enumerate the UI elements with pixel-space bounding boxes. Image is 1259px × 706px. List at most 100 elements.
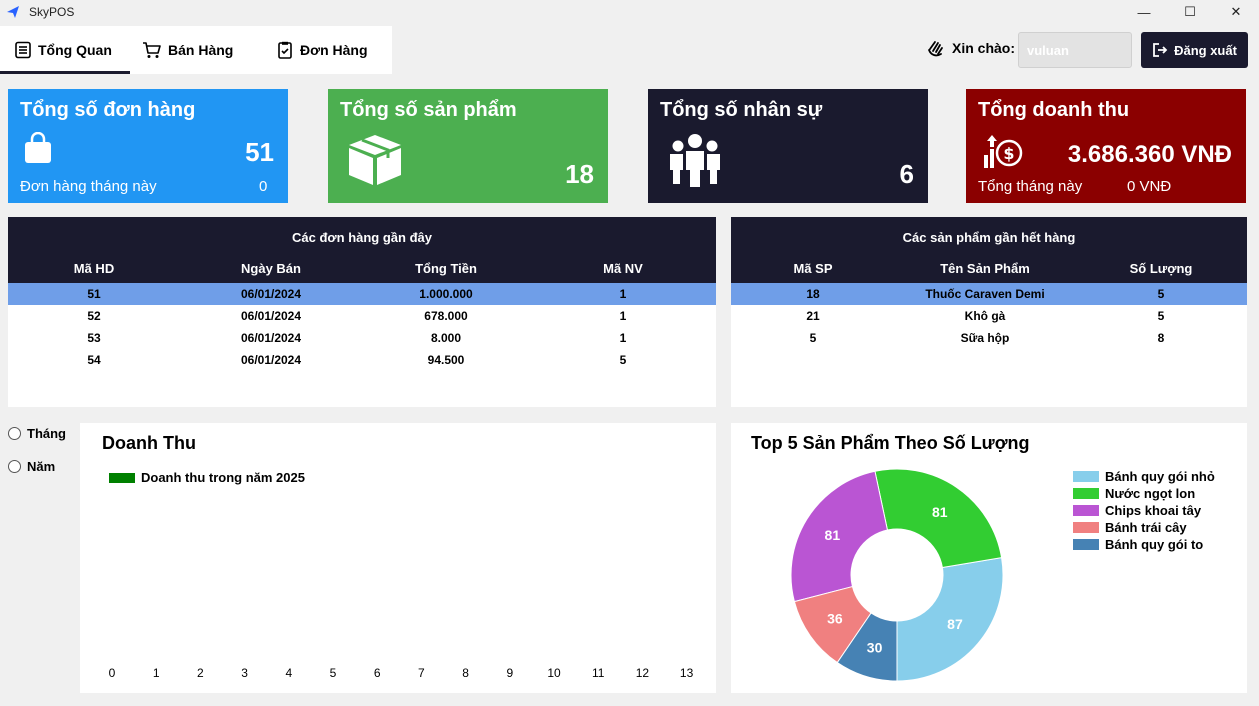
radio-month[interactable]: Tháng	[8, 426, 66, 441]
table-cell: 1	[619, 287, 627, 301]
table-title: Các sản phẩm gần hết hàng	[902, 230, 1076, 245]
card-sub-value: 0	[259, 178, 268, 195]
legend-item: Bánh trái cây	[1073, 520, 1187, 535]
radio-year[interactable]: Năm	[8, 459, 55, 474]
radio-label: Năm	[27, 459, 56, 474]
radio-circle[interactable]	[8, 427, 21, 440]
low-stock-table: Các sản phẩm gần hết hàng Mã SP Tên Sản …	[731, 217, 1247, 407]
legend-label: Bánh quy gói to	[1105, 537, 1204, 552]
table-cell: Sữa hộp	[960, 331, 1010, 345]
table-cell: 51	[87, 287, 101, 301]
table-row[interactable]: 54 06/01/2024 94.500 5	[8, 349, 716, 371]
pie-slice[interactable]	[790, 470, 889, 603]
card-value: 6	[899, 159, 914, 189]
table-cell: 18	[806, 287, 820, 301]
column-header[interactable]: Ngày Bán	[241, 261, 301, 276]
table-body: 51 06/01/2024 1.000.000 1 52 06/01/2024 678.00…	[8, 283, 716, 371]
column-header[interactable]: Số Lượng	[1129, 261, 1193, 276]
app-icon	[7, 6, 19, 18]
close-button[interactable]: ✕	[1230, 4, 1242, 19]
wave-hand-icon	[928, 41, 943, 57]
legend-item: Bánh quy gói to	[1073, 537, 1203, 552]
card-value: 3.686.360 VNĐ	[1067, 141, 1232, 168]
table-cell: 06/01/2024	[240, 287, 302, 301]
legend-item: Chips khoai tây	[1073, 503, 1201, 518]
list-icon	[15, 41, 31, 59]
recent-orders-table: Các đơn hàng gần đây Mã HD Ngày Bán Tổng…	[8, 217, 716, 407]
order-icon	[278, 41, 292, 59]
tab-orders[interactable]: Đơn Hàng	[262, 26, 382, 74]
username-field[interactable]	[1018, 32, 1132, 68]
greeting: Xin chào:	[926, 38, 1015, 58]
table-columns: Mã HD Ngày Bán Tổng Tiền Mã NV	[8, 261, 716, 276]
table-columns: Mã SP Tên Sản Phẩm Số Lượng	[731, 261, 1247, 276]
table-cell: 5	[1157, 309, 1165, 323]
tab-label: Bán Hàng	[168, 42, 234, 58]
legend-swatch	[1073, 505, 1099, 516]
title-bar: SkyPOS — ☐ ✕	[0, 0, 1259, 24]
legend-swatch	[109, 472, 135, 483]
table-body: 18 Thuốc Caraven Demi 5 21 Khô gà 5 5 Sữa hộp 8	[731, 283, 1247, 349]
table-cell: 8	[1157, 331, 1165, 345]
legend-item: Nước ngọt lon	[1073, 486, 1195, 501]
table-row[interactable]: 52 06/01/2024 678.000 1	[8, 305, 716, 327]
legend-swatch	[1073, 522, 1099, 533]
card-sub-label: Tổng tháng này	[978, 178, 1083, 195]
table-row[interactable]: 51 06/01/2024 1.000.000 1	[8, 283, 716, 305]
legend-item: Doanh thu trong năm 2025	[109, 470, 305, 485]
x-tick-label: 1	[152, 666, 160, 680]
legend-swatch	[1073, 471, 1099, 482]
box-icon	[349, 135, 401, 185]
x-tick-label: 10	[547, 666, 561, 680]
column-header[interactable]: Tên Sản Phẩm	[940, 261, 1030, 276]
x-tick-label: 3	[241, 666, 248, 680]
x-tick-label: 5	[329, 666, 337, 680]
card-title: Tổng số sản phẩm	[340, 99, 517, 121]
revenue-growth-icon: $	[984, 135, 1023, 168]
table-row[interactable]: 5 Sữa hộp 8	[731, 327, 1247, 349]
column-header[interactable]: Tổng Tiền	[415, 261, 477, 276]
logout-icon	[1153, 43, 1168, 57]
x-tick-label: 4	[285, 666, 293, 680]
card-total-revenue: Tổng doanh thu $ 3.686.360 VNĐ Tổng thán…	[966, 89, 1246, 203]
pie-slice[interactable]	[896, 557, 1004, 682]
logout-label: Đăng xuất	[1174, 42, 1237, 58]
chart-title: Top 5 Sản Phẩm Theo Số Lượng	[751, 433, 1030, 453]
card-value: 18	[565, 159, 594, 189]
tab-sales[interactable]: Bán Hàng	[128, 26, 262, 74]
table-cell: Thuốc Caraven Demi	[925, 287, 1045, 301]
x-tick-label: 6	[373, 666, 381, 680]
column-header[interactable]: Mã NV	[603, 261, 643, 276]
legend-label: Bánh quy gói nhỏ	[1105, 469, 1215, 484]
x-tick-label: 9	[506, 666, 514, 680]
radio-circle[interactable]	[8, 460, 21, 473]
table-header: Các sản phẩm gần hết hàng Mã SP Tên Sản …	[731, 217, 1247, 283]
legend-swatch	[1073, 539, 1099, 550]
x-tick-label: 12	[635, 666, 650, 680]
pie-slice[interactable]	[836, 612, 898, 682]
table-row[interactable]: 53 06/01/2024 8.000 1	[8, 327, 716, 349]
donut-chart: 87 81 81 36 30	[790, 468, 1004, 682]
tab-overview[interactable]: Tổng Quan	[0, 26, 130, 74]
table-cell: 5	[1157, 287, 1165, 301]
legend-label: Bánh trái cây	[1105, 520, 1187, 535]
pie-slice[interactable]	[874, 468, 1003, 569]
table-row[interactable]: 18 Thuốc Caraven Demi 5	[731, 283, 1247, 305]
radio-label: Tháng	[27, 426, 66, 441]
window-controls: — ☐ ✕	[1121, 0, 1259, 24]
greeting-label: Xin chào:	[952, 40, 1016, 56]
table-cell: 8.000	[430, 331, 462, 345]
table-title: Các đơn hàng gần đây	[292, 230, 432, 245]
column-header[interactable]: Mã SP	[793, 261, 833, 276]
card-total-orders: Tổng số đơn hàng 51 Đơn hàng tháng này 0	[8, 89, 288, 203]
table-cell: 94.500	[427, 353, 465, 367]
card-total-staff: Tổng số nhân sự 6	[648, 89, 928, 203]
slice-value-label: 36	[827, 611, 843, 627]
table-row[interactable]: 21 Khô gà 5	[731, 305, 1247, 327]
x-tick-label: 7	[418, 666, 425, 680]
minimize-button[interactable]: —	[1137, 4, 1151, 20]
column-header[interactable]: Mã HD	[73, 261, 115, 276]
table-cell: 1	[619, 309, 627, 323]
logout-button[interactable]: Đăng xuất	[1141, 32, 1248, 68]
maximize-button[interactable]: ☐	[1184, 4, 1196, 19]
